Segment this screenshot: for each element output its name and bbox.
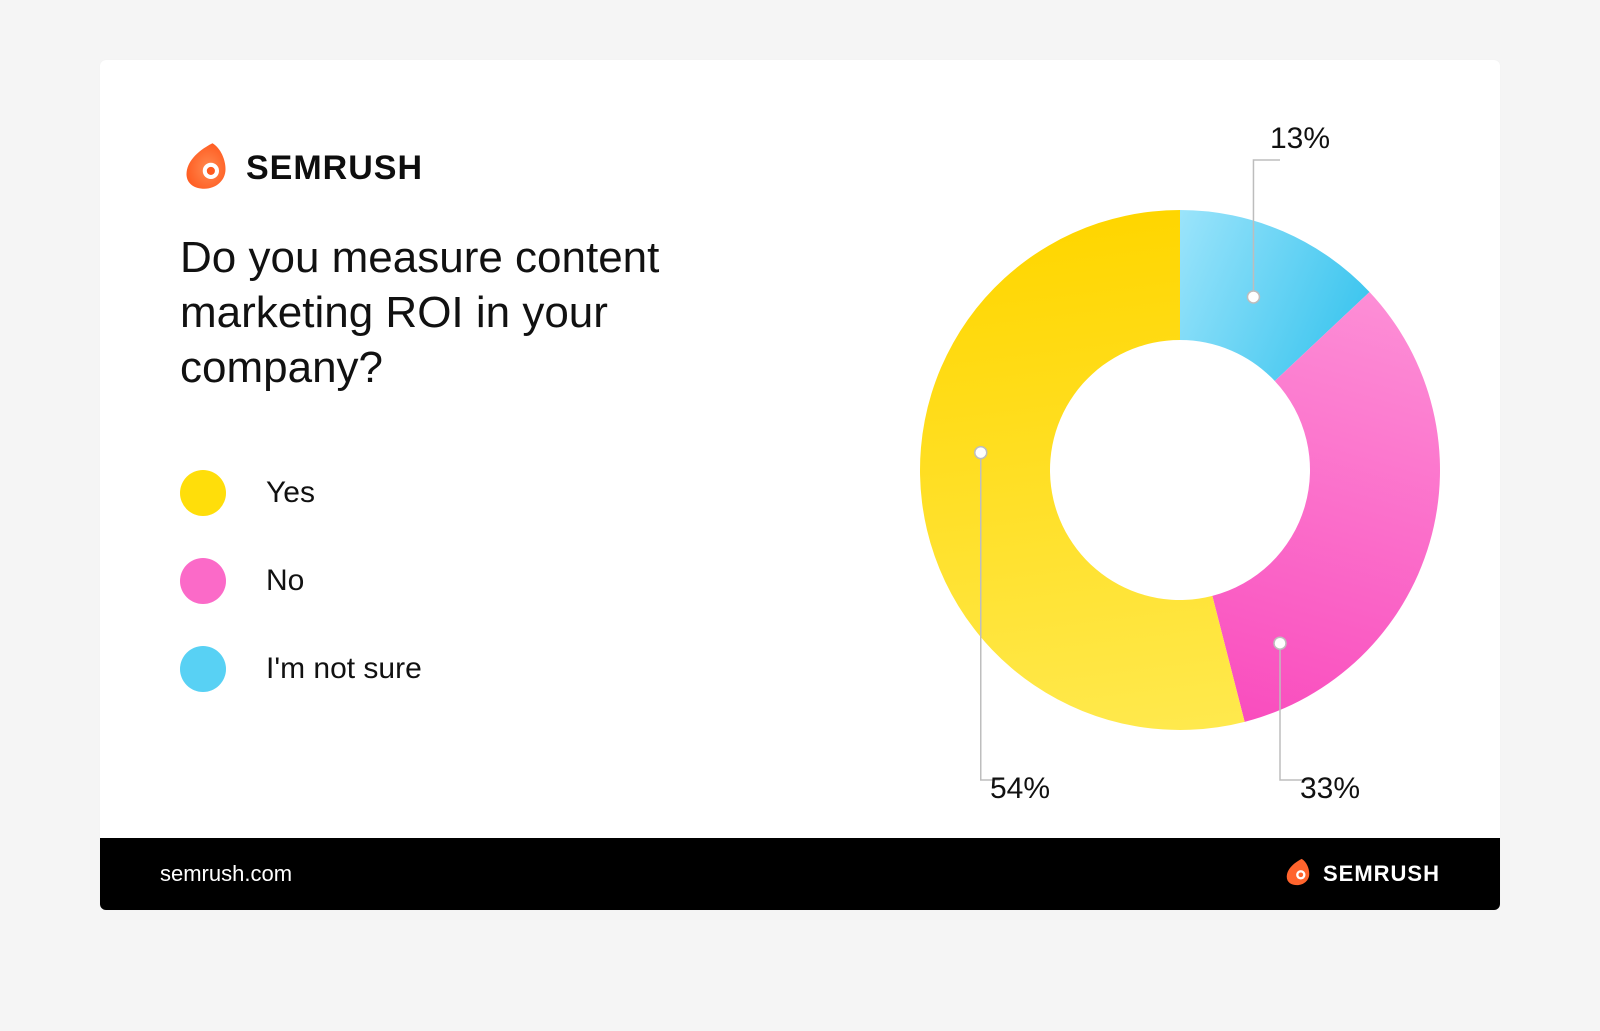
callout-dot (1247, 291, 1259, 303)
footer-url: semrush.com (160, 861, 292, 887)
chart-title: Do you measure content marketing ROI in … (180, 230, 740, 395)
brand-wordmark-top: SEMRUSH (246, 149, 423, 188)
footer-bar: semrush.com SEMRUSH (100, 838, 1500, 910)
legend-label-no: No (266, 564, 304, 598)
legend-item-yes: Yes (180, 470, 422, 516)
brand-logo-footer: SEMRUSH (1283, 857, 1440, 892)
content-area: SEMRUSH Do you measure content marketing… (100, 60, 1500, 910)
pct-label-notsure: 13% (1270, 122, 1330, 156)
legend: Yes No I'm not sure (180, 470, 422, 692)
flame-icon (180, 140, 232, 197)
pct-label-yes: 54% (990, 772, 1050, 806)
legend-item-notsure: I'm not sure (180, 646, 422, 692)
legend-label-notsure: I'm not sure (266, 652, 422, 686)
swatch-notsure (180, 646, 226, 692)
pct-label-no: 33% (1300, 772, 1360, 806)
brand-logo-top: SEMRUSH (180, 140, 423, 197)
legend-label-yes: Yes (266, 476, 315, 510)
flame-icon (1283, 857, 1313, 892)
donut-chart: 13% 33% 54% (880, 120, 1480, 820)
infographic-card: SEMRUSH Do you measure content marketing… (100, 60, 1500, 910)
callout-dot (975, 447, 987, 459)
callout-dot (1274, 637, 1286, 649)
legend-item-no: No (180, 558, 422, 604)
swatch-yes (180, 470, 226, 516)
donut-svg (880, 120, 1480, 820)
brand-wordmark-footer: SEMRUSH (1323, 861, 1440, 887)
swatch-no (180, 558, 226, 604)
